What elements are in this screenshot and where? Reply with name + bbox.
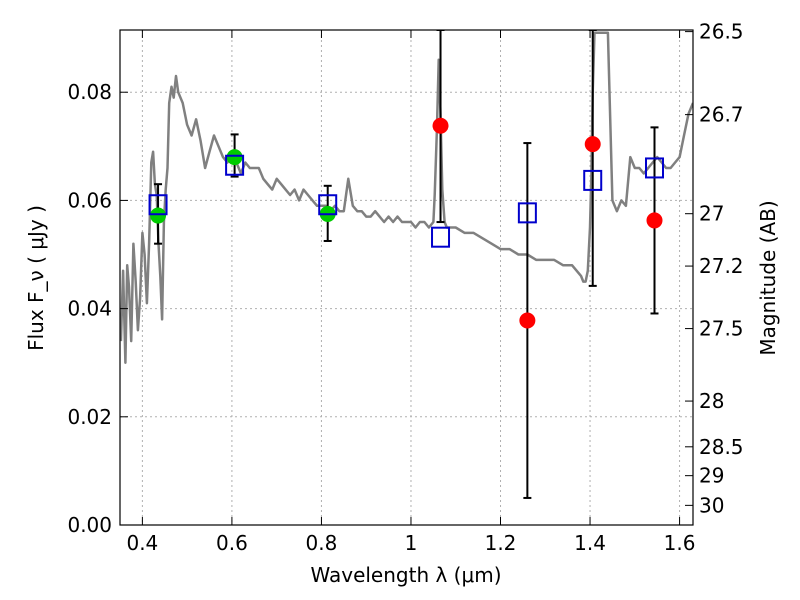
right-tick-label: 30 — [699, 493, 724, 517]
right-tick-label: 28.5 — [699, 435, 744, 459]
y-tick-label: 0.04 — [67, 297, 112, 321]
y-tick-label: 0.06 — [67, 188, 112, 212]
grid-lines — [120, 30, 693, 526]
x-tick-label: 1.2 — [485, 531, 517, 555]
right-tick-label: 27 — [699, 202, 724, 226]
observed-nir-point — [432, 117, 449, 134]
x-tick-label: 1 — [405, 531, 418, 555]
x-axis-label: Wavelength λ (μm) — [310, 563, 501, 587]
right-tick-label: 27.2 — [699, 254, 744, 278]
x-tick-label: 0.8 — [306, 531, 338, 555]
y-tick-label: 0.02 — [67, 405, 112, 429]
observed-nir-point — [584, 136, 601, 153]
tick-layer: 0.4 0.6 0.8 1 1.2 1.4 1.6 0.00 0.02 0.04 0.06 0.08 2… — [67, 20, 743, 555]
model-photometry-square — [583, 169, 603, 191]
y-axis-label: Flux F_ν ( μJy ) — [24, 205, 48, 351]
x-tick-label: 0.6 — [216, 531, 248, 555]
observed-nir-point — [519, 312, 536, 329]
observed-optical-point — [226, 149, 243, 166]
x-tick-label: 0.4 — [126, 531, 158, 555]
right-tick-label: 29 — [699, 464, 724, 488]
right-tick-label: 26.5 — [699, 20, 744, 44]
errorbar-layer — [154, 30, 659, 499]
point-layer — [148, 117, 665, 329]
model-photometry-square — [225, 154, 245, 176]
right-tick-label: 28 — [699, 389, 724, 413]
model-spectrum-line — [120, 31, 693, 364]
y-tick-label: 0.08 — [67, 80, 112, 104]
observed-nir-point — [646, 212, 663, 229]
x-tick-label: 1.4 — [574, 531, 606, 555]
y-tick-label: 0.00 — [67, 513, 112, 537]
model-photometry-square — [148, 194, 168, 216]
plot-frame — [119, 29, 694, 526]
model-spectrum-layer — [120, 31, 693, 364]
y-axis-right-label: Magnitude (AB) — [756, 200, 780, 355]
right-tick-label: 27.5 — [699, 317, 744, 341]
model-photometry-square — [517, 202, 537, 224]
x-tick-label: 1.6 — [664, 531, 696, 555]
model-photometry-square — [318, 194, 338, 216]
right-tick-label: 26.7 — [699, 103, 744, 127]
model-photometry-square — [431, 226, 451, 248]
model-photometry-square — [645, 157, 665, 179]
observed-optical-point — [150, 207, 167, 224]
